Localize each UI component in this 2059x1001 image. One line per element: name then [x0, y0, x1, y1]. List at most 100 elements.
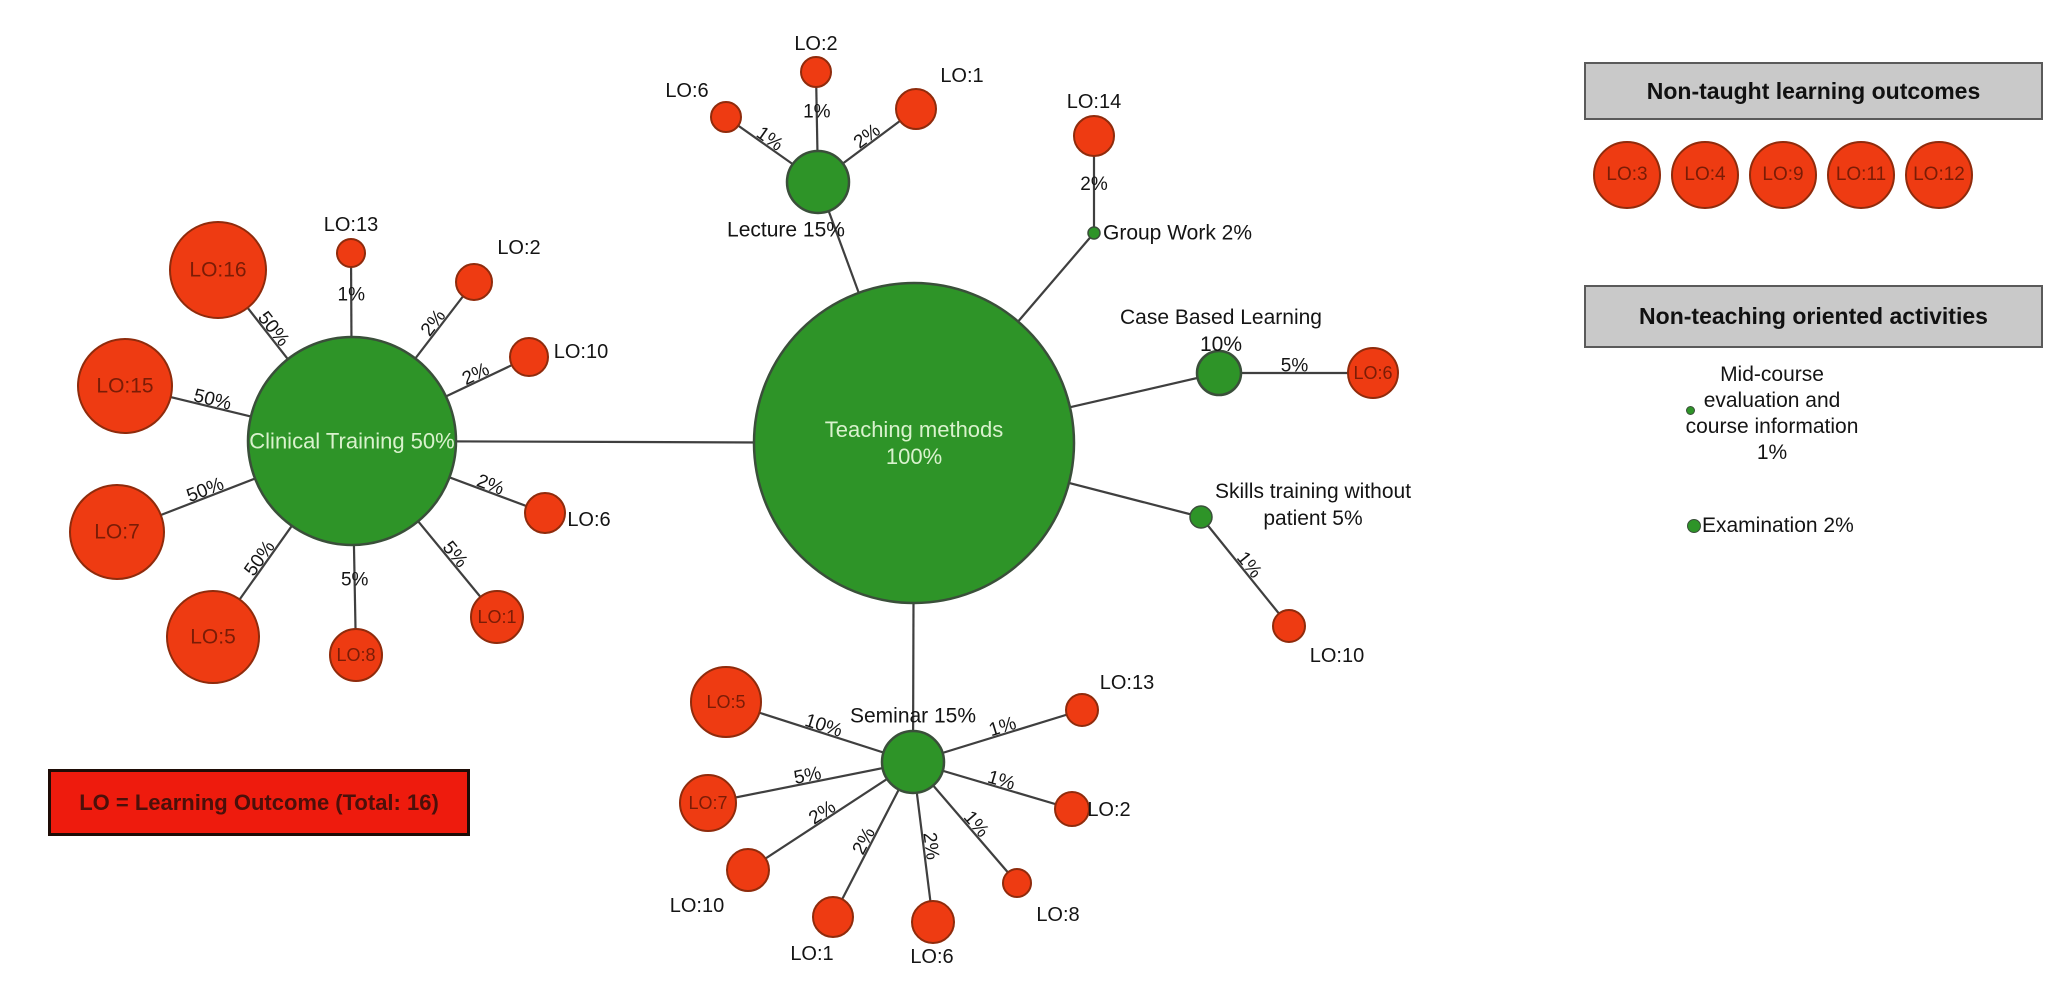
outcome-node-lo10-seminar — [726, 848, 770, 892]
pct-label-skills-lo10: 1% — [1232, 548, 1266, 583]
pct-group-clinical-lo1: 5% — [438, 537, 472, 572]
outcome-node-lo6-lecture — [710, 101, 742, 133]
outcome-label-lo6-lecture: LO:6 — [665, 80, 708, 102]
outcome-label-lo14-groupwork: LO:14 — [1067, 91, 1121, 113]
examination-dot — [1687, 519, 1701, 533]
pct-group-seminar-lo13: 1% — [986, 713, 1019, 741]
pct-label-clinical-lo13: 1% — [338, 285, 366, 306]
non-taught-outcome: LO:11 — [1827, 141, 1895, 209]
pct-label-seminar-lo10: 2% — [805, 797, 840, 830]
pct-label-seminar-lo13: 1% — [986, 713, 1019, 741]
pct-label-clinical-lo6: 2% — [474, 470, 507, 499]
pct-label-clinical-lo2: 2% — [417, 306, 450, 341]
edge-skills-lo10 — [1200, 516, 1290, 627]
examination-label: Examination 2% — [1702, 514, 1854, 537]
pct-label-clinical-lo16: 50% — [253, 308, 293, 351]
hub-node-seminar — [880, 729, 946, 795]
pct-label-seminar-lo5: 10% — [802, 710, 845, 742]
outcome-label-lo15-clinical: LO:15 — [96, 375, 153, 398]
hub-label-skills: Skills training without patient 5% — [1215, 480, 1411, 530]
pct-group-cbl-lo6: 5% — [1281, 356, 1309, 377]
pct-label-clinical-lo10: 2% — [459, 359, 493, 390]
outcome-label-lo6-clinical: LO:6 — [567, 509, 610, 531]
outcome-node-lo1-seminar — [812, 896, 854, 938]
pct-label-clinical-lo15: 50% — [191, 385, 233, 414]
hub-node-lecture — [785, 149, 851, 215]
pct-label-cbl-lo6: 5% — [1281, 356, 1309, 377]
pct-label-seminar-lo2: 1% — [985, 767, 1017, 795]
hub-label-groupwork: Group Work 2% — [1103, 222, 1252, 245]
non-taught-outcome: LO:3 — [1593, 141, 1661, 209]
pct-group-lecture-lo2: 1% — [803, 102, 831, 123]
non-taught-header: Non-taught learning outcomes — [1584, 62, 2043, 120]
pct-group-clinical-lo8: 5% — [341, 569, 369, 590]
hub-node-groupwork — [1087, 226, 1101, 240]
pct-group-seminar-lo2: 1% — [985, 767, 1017, 795]
pct-group-clinical-lo7: 50% — [184, 474, 227, 507]
pct-group-clinical-lo13: 1% — [338, 285, 366, 306]
mid-course-dot — [1686, 406, 1695, 415]
outcome-label-lo8-seminar: LO:8 — [1036, 904, 1079, 926]
outcome-label-lo6-seminar: LO:6 — [910, 946, 953, 968]
pct-label-lecture-lo6: 1% — [752, 123, 787, 156]
outcome-node-lo7-seminar — [679, 774, 737, 832]
outcome-label-lo1-clinical: LO:1 — [477, 607, 516, 627]
hub-node-teaching — [752, 281, 1076, 605]
pct-label-seminar-lo8: 1% — [959, 807, 993, 842]
pct-label-seminar-lo6: 2% — [918, 831, 942, 861]
outcome-node-lo14-groupwork — [1073, 115, 1115, 157]
outcome-label-lo10-seminar: LO:10 — [670, 895, 724, 917]
pct-label-lecture-lo2: 1% — [803, 102, 831, 123]
pct-group-seminar-lo7: 5% — [792, 763, 823, 789]
outcome-label-lo2-seminar: LO:2 — [1087, 799, 1130, 821]
pct-label-groupwork-lo14: 2% — [1080, 174, 1108, 195]
non-taught-outcome: LO:12 — [1905, 141, 1973, 209]
pct-group-clinical-lo2: 2% — [417, 306, 450, 341]
pct-group-clinical-lo15: 50% — [191, 385, 233, 414]
hub-node-clinical — [246, 335, 458, 547]
pct-group-clinical-lo16: 50% — [253, 308, 293, 351]
hub-label-clinical: Clinical Training 50% — [249, 429, 454, 454]
lo-legend-text: LO = Learning Outcome (Total: 16) — [79, 789, 439, 815]
outcome-node-lo1-clinical — [470, 590, 524, 644]
outcome-node-lo6-seminar — [911, 900, 955, 944]
mid-course-label: Mid-course evaluation and course informa… — [1685, 363, 1859, 464]
outcome-node-lo2-clinical — [455, 263, 493, 301]
non-taught-outcome: LO:9 — [1749, 141, 1817, 209]
outcome-label-lo2-lecture: LO:2 — [794, 33, 837, 55]
pct-group-clinical-lo10: 2% — [459, 359, 493, 390]
outcome-node-lo6-clinical — [524, 492, 566, 534]
pct-group-skills-lo10: 1% — [1232, 548, 1266, 583]
outcome-label-lo16-clinical: LO:16 — [189, 259, 246, 282]
hub-node-skills — [1189, 505, 1213, 529]
outcome-label-lo7-seminar: LO:7 — [688, 793, 727, 813]
non-taught-title: Non-taught learning outcomes — [1646, 77, 1981, 104]
pct-group-lecture-lo1: 2% — [850, 120, 885, 153]
pct-group-seminar-lo8: 1% — [959, 807, 993, 842]
outcome-label-lo8-clinical: LO:8 — [336, 645, 375, 665]
edge-seminar-lo10 — [747, 761, 914, 871]
outcome-node-lo8-seminar — [1002, 868, 1032, 898]
outcome-label-lo7-clinical: LO:7 — [94, 521, 140, 544]
non-taught-outcome: LO:4 — [1671, 141, 1739, 209]
non-teaching-header: Non-teaching oriented activities — [1584, 285, 2043, 348]
edge-seminar-lo7 — [707, 760, 914, 805]
outcome-label-lo5-clinical: LO:5 — [190, 626, 236, 649]
outcome-node-lo5-clinical — [166, 590, 260, 684]
pct-group-seminar-lo10: 2% — [805, 797, 840, 830]
outcome-label-lo2-clinical: LO:2 — [497, 237, 540, 259]
hub-label-seminar: Seminar 15% — [850, 705, 976, 728]
pct-label-clinical-lo7: 50% — [184, 474, 227, 507]
hub-label-cbl: Case Based Learning 10% — [1120, 306, 1322, 356]
outcome-node-lo16-clinical — [169, 221, 267, 319]
pct-group-seminar-lo5: 10% — [802, 710, 845, 742]
outcome-node-lo7-clinical — [69, 484, 165, 580]
outcome-node-lo10-clinical — [509, 337, 549, 377]
hub-node-cbl — [1195, 349, 1243, 397]
pct-label-clinical-lo8: 5% — [341, 569, 369, 590]
pct-label-seminar-lo1: 2% — [849, 824, 880, 858]
outcome-node-lo13-seminar — [1065, 693, 1099, 727]
pct-group-clinical-lo5: 50% — [240, 537, 279, 580]
hub-label-teaching: Teaching methods 100% — [825, 417, 1004, 469]
outcome-label-lo13-seminar: LO:13 — [1100, 672, 1154, 694]
